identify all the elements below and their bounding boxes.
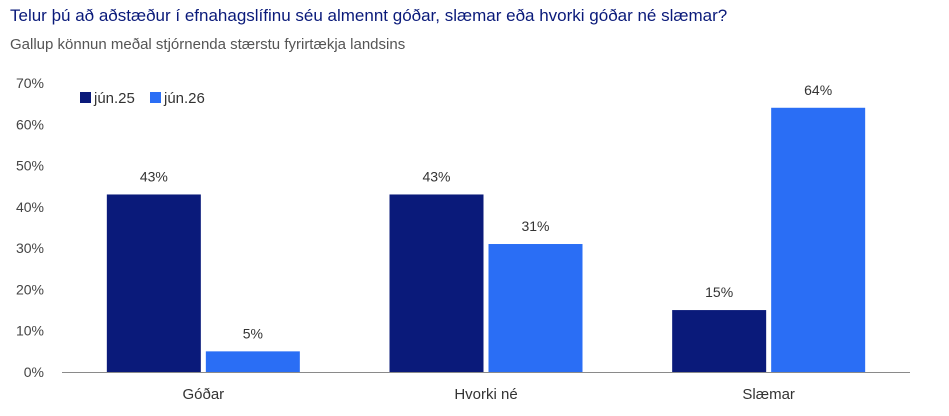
- bar-1-3: [672, 310, 767, 372]
- y-tick-label: 70%: [16, 75, 44, 91]
- legend: jún.25 jún.26: [80, 90, 205, 107]
- y-tick-label: 50%: [16, 158, 44, 174]
- y-tick-label: 30%: [16, 240, 44, 256]
- bar-2-2: [488, 244, 583, 372]
- y-tick-label: 10%: [16, 323, 44, 339]
- y-tick-label: 40%: [16, 199, 44, 215]
- legend-swatch: [150, 92, 161, 103]
- bar-2-1: [205, 351, 300, 372]
- data-label: 5%: [243, 325, 263, 341]
- legend-swatch: [80, 92, 91, 103]
- y-tick-label: 60%: [16, 116, 44, 132]
- data-label: 31%: [521, 218, 549, 234]
- chart-subtitle: Gallup könnun meðal stjórnenda stærstu f…: [10, 36, 406, 53]
- y-axis: 0% 10% 20% 30% 40% 50% 60% 70%: [16, 75, 44, 380]
- y-tick-label: 0%: [24, 364, 44, 380]
- x-category-label: Góðar: [182, 386, 224, 403]
- x-category-label: Hvorki né: [454, 386, 517, 403]
- data-label: 43%: [140, 168, 168, 184]
- bar-1-1: [106, 194, 201, 372]
- bar-1-2: [389, 194, 484, 372]
- bars: 43% 5% 43% 31% 15% 64%: [106, 82, 866, 373]
- chart-title: Telur þú að aðstæður í efnahagslífinu sé…: [10, 6, 728, 25]
- data-label: 15%: [705, 284, 733, 300]
- y-tick-label: 20%: [16, 281, 44, 297]
- legend-label: jún.26: [163, 90, 205, 107]
- bar-2-3: [771, 107, 866, 373]
- x-category-label: Slæmar: [742, 386, 795, 403]
- legend-label: jún.25: [93, 90, 135, 107]
- data-label: 64%: [804, 82, 832, 98]
- data-label: 43%: [422, 168, 450, 184]
- x-axis: Góðar Hvorki né Slæmar: [62, 372, 910, 403]
